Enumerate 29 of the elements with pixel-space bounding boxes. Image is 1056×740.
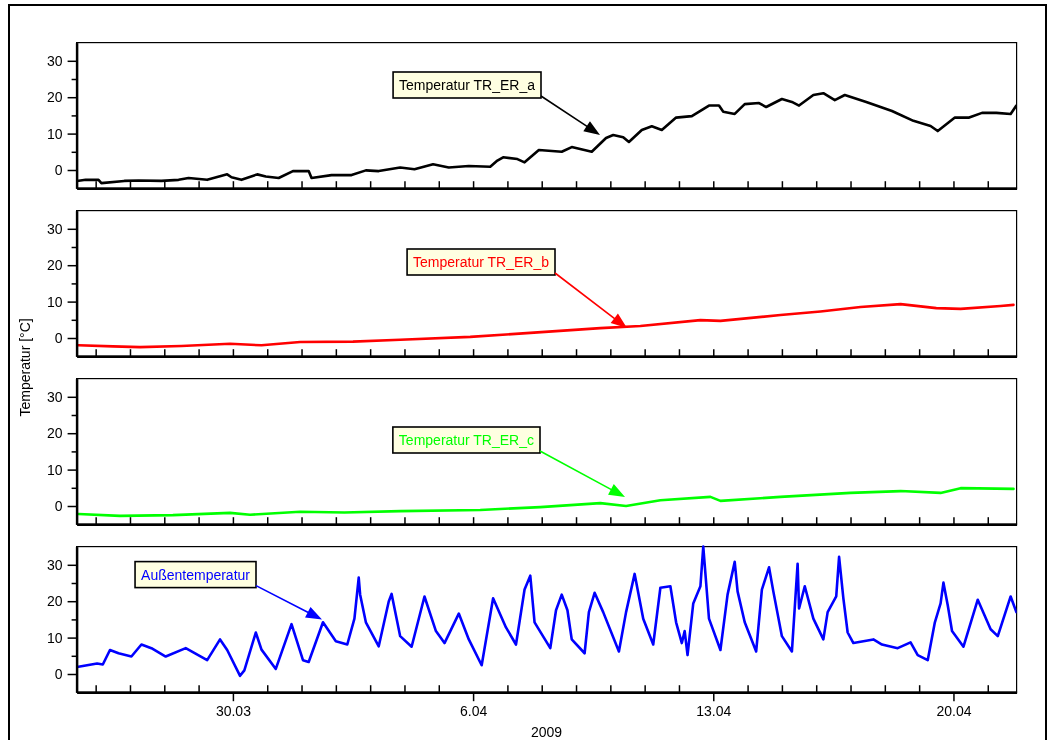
annotation: Temperatur TR_ER_a (399, 77, 536, 93)
y-tick-label: 20 (47, 593, 63, 610)
y-tick-label: 30 (47, 220, 63, 237)
y-tick-label: 30 (47, 556, 63, 573)
y-tick-label: 10 (47, 629, 63, 646)
x-tick-label: 6.04 (459, 703, 488, 720)
x-tick-label: 30.03 (215, 703, 252, 720)
y-tick-label: 30 (47, 388, 63, 405)
y-axis-title: Temperatur [°C] (17, 318, 33, 417)
annotation: Temperatur TR_ER_c (398, 432, 534, 448)
y-tick-label: 10 (47, 125, 63, 142)
y-tick-label: 0 (54, 161, 63, 178)
x-tick-label: 20.04 (936, 703, 972, 720)
annotation: Außentemperatur (141, 566, 251, 583)
y-tick-label: 30 (47, 52, 63, 69)
line-series (76, 545, 1017, 678)
y-tick-label: 10 (47, 293, 63, 310)
x-tick-label: 13.04 (696, 703, 732, 720)
y-tick-label: 20 (47, 257, 63, 274)
y-tick-label: 0 (54, 329, 63, 346)
y-tick-label: 0 (54, 665, 63, 682)
y-tick-label: 20 (47, 425, 63, 442)
y-tick-label: 0 (54, 497, 63, 514)
line-series (77, 302, 1015, 349)
y-tick-label: 20 (47, 89, 63, 106)
x-axis-title: 2009 (531, 724, 563, 740)
line-series (77, 486, 1015, 518)
y-tick-label: 10 (47, 461, 63, 478)
annotation: Temperatur TR_ER_b (413, 254, 550, 270)
